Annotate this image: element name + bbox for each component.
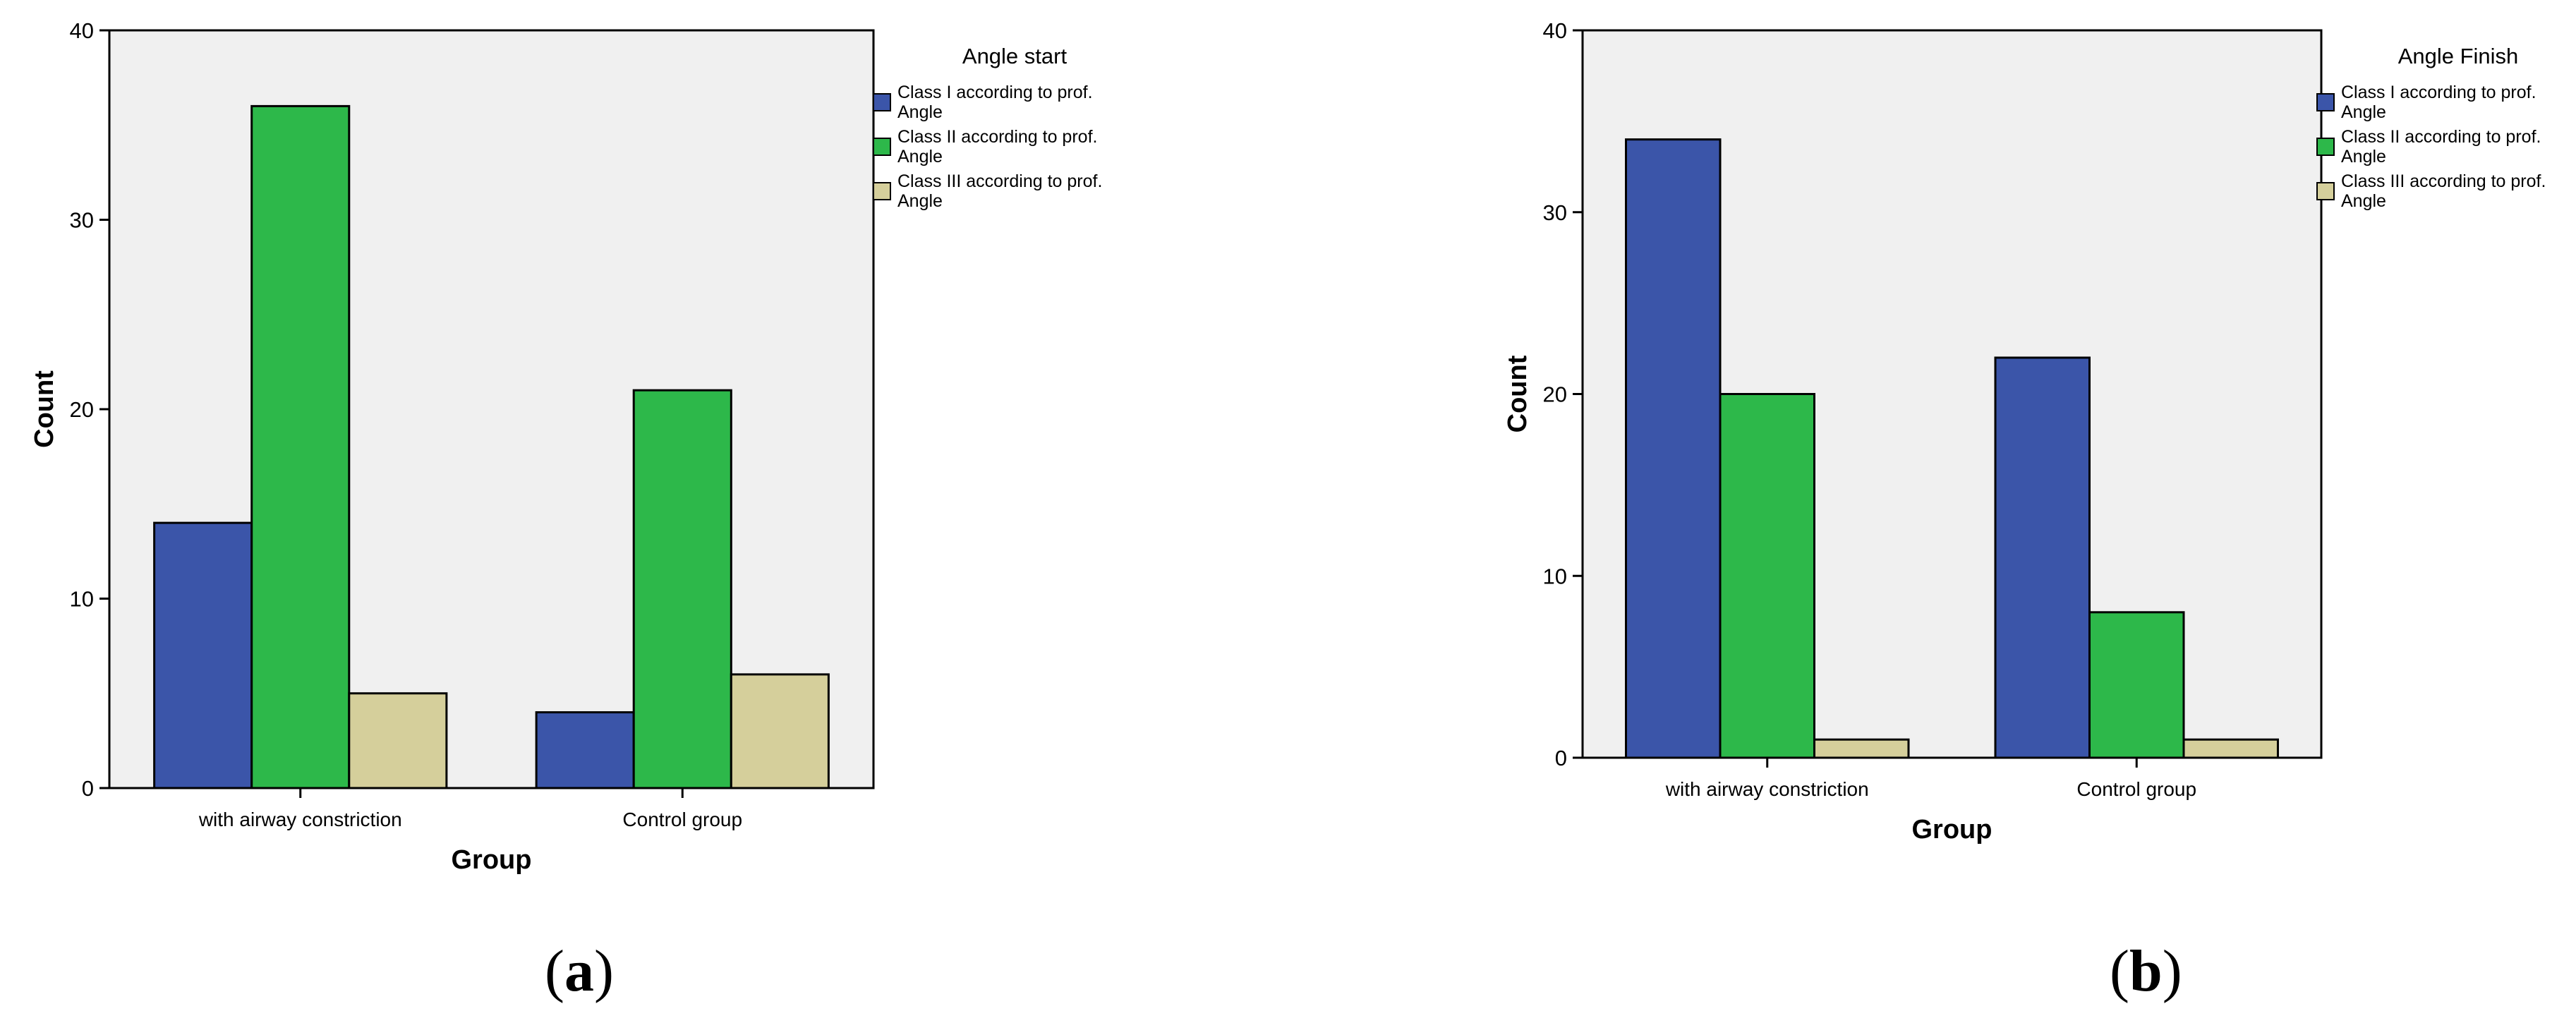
y-axis-title: Count bbox=[1503, 355, 1532, 432]
y-tick-label: 40 bbox=[70, 18, 94, 43]
bar bbox=[1813, 738, 1910, 759]
chart-panel-a: 0 10 20 30 40 with airway constriction Control… bbox=[30, 18, 1102, 875]
legend-title: Angle start bbox=[962, 44, 1068, 68]
bar bbox=[348, 692, 448, 789]
y-tick-label: 10 bbox=[1543, 564, 1567, 588]
y-tick-label: 10 bbox=[70, 587, 94, 612]
legend-swatch bbox=[873, 182, 891, 200]
y-tick-label: 30 bbox=[1543, 200, 1567, 225]
legend-label: Class I according to prof. Angle bbox=[2341, 83, 2536, 122]
x-tick-label: Control group bbox=[622, 809, 742, 830]
bar bbox=[1625, 138, 1722, 759]
x-tick-label: with airway constriction bbox=[198, 809, 402, 830]
y-tick-label: 30 bbox=[70, 208, 94, 233]
legend-swatch bbox=[2316, 182, 2335, 200]
y-axis-title: Count bbox=[30, 370, 59, 448]
legend-swatch bbox=[2316, 138, 2335, 156]
bar bbox=[250, 104, 351, 789]
y-tick-label: 0 bbox=[1555, 746, 1567, 770]
chart-panel-b: 0 10 20 30 40 with airway constriction Control… bbox=[1503, 18, 2546, 845]
x-tick-label: with airway constriction bbox=[1665, 778, 1869, 800]
bar bbox=[632, 389, 732, 789]
bar bbox=[2088, 611, 2185, 759]
legend-title: Angle Finish bbox=[2398, 44, 2519, 68]
legend-label: Class III according to prof. Angle bbox=[2341, 171, 2546, 211]
legend-swatch bbox=[2316, 93, 2335, 111]
x-axis-title: Group bbox=[452, 845, 532, 875]
legend-label: Class II according to prof. Angle bbox=[897, 127, 1097, 167]
panel-label-b: (b) bbox=[2110, 938, 2182, 1004]
legend-label: Class II according to prof. Angle bbox=[2341, 127, 2541, 167]
bar bbox=[153, 521, 253, 789]
y-tick-label: 0 bbox=[82, 776, 94, 801]
bar bbox=[1719, 393, 1815, 759]
y-tick-label: 40 bbox=[1543, 18, 1567, 43]
legend-label: Class I according to prof. Angle bbox=[897, 83, 1093, 122]
y-tick-label: 20 bbox=[70, 397, 94, 422]
legend-label: Class III according to prof. Angle bbox=[897, 171, 1102, 211]
legend-swatch bbox=[873, 93, 891, 111]
legend-swatch bbox=[873, 138, 891, 156]
x-tick-label: Control group bbox=[2076, 778, 2196, 800]
bar bbox=[1994, 356, 2091, 759]
bar bbox=[535, 711, 635, 789]
x-axis-title: Group bbox=[1912, 815, 1993, 845]
bar bbox=[2182, 738, 2279, 759]
bar bbox=[730, 673, 830, 789]
panel-label-a: (a) bbox=[545, 938, 614, 1004]
y-tick-label: 20 bbox=[1543, 382, 1567, 407]
